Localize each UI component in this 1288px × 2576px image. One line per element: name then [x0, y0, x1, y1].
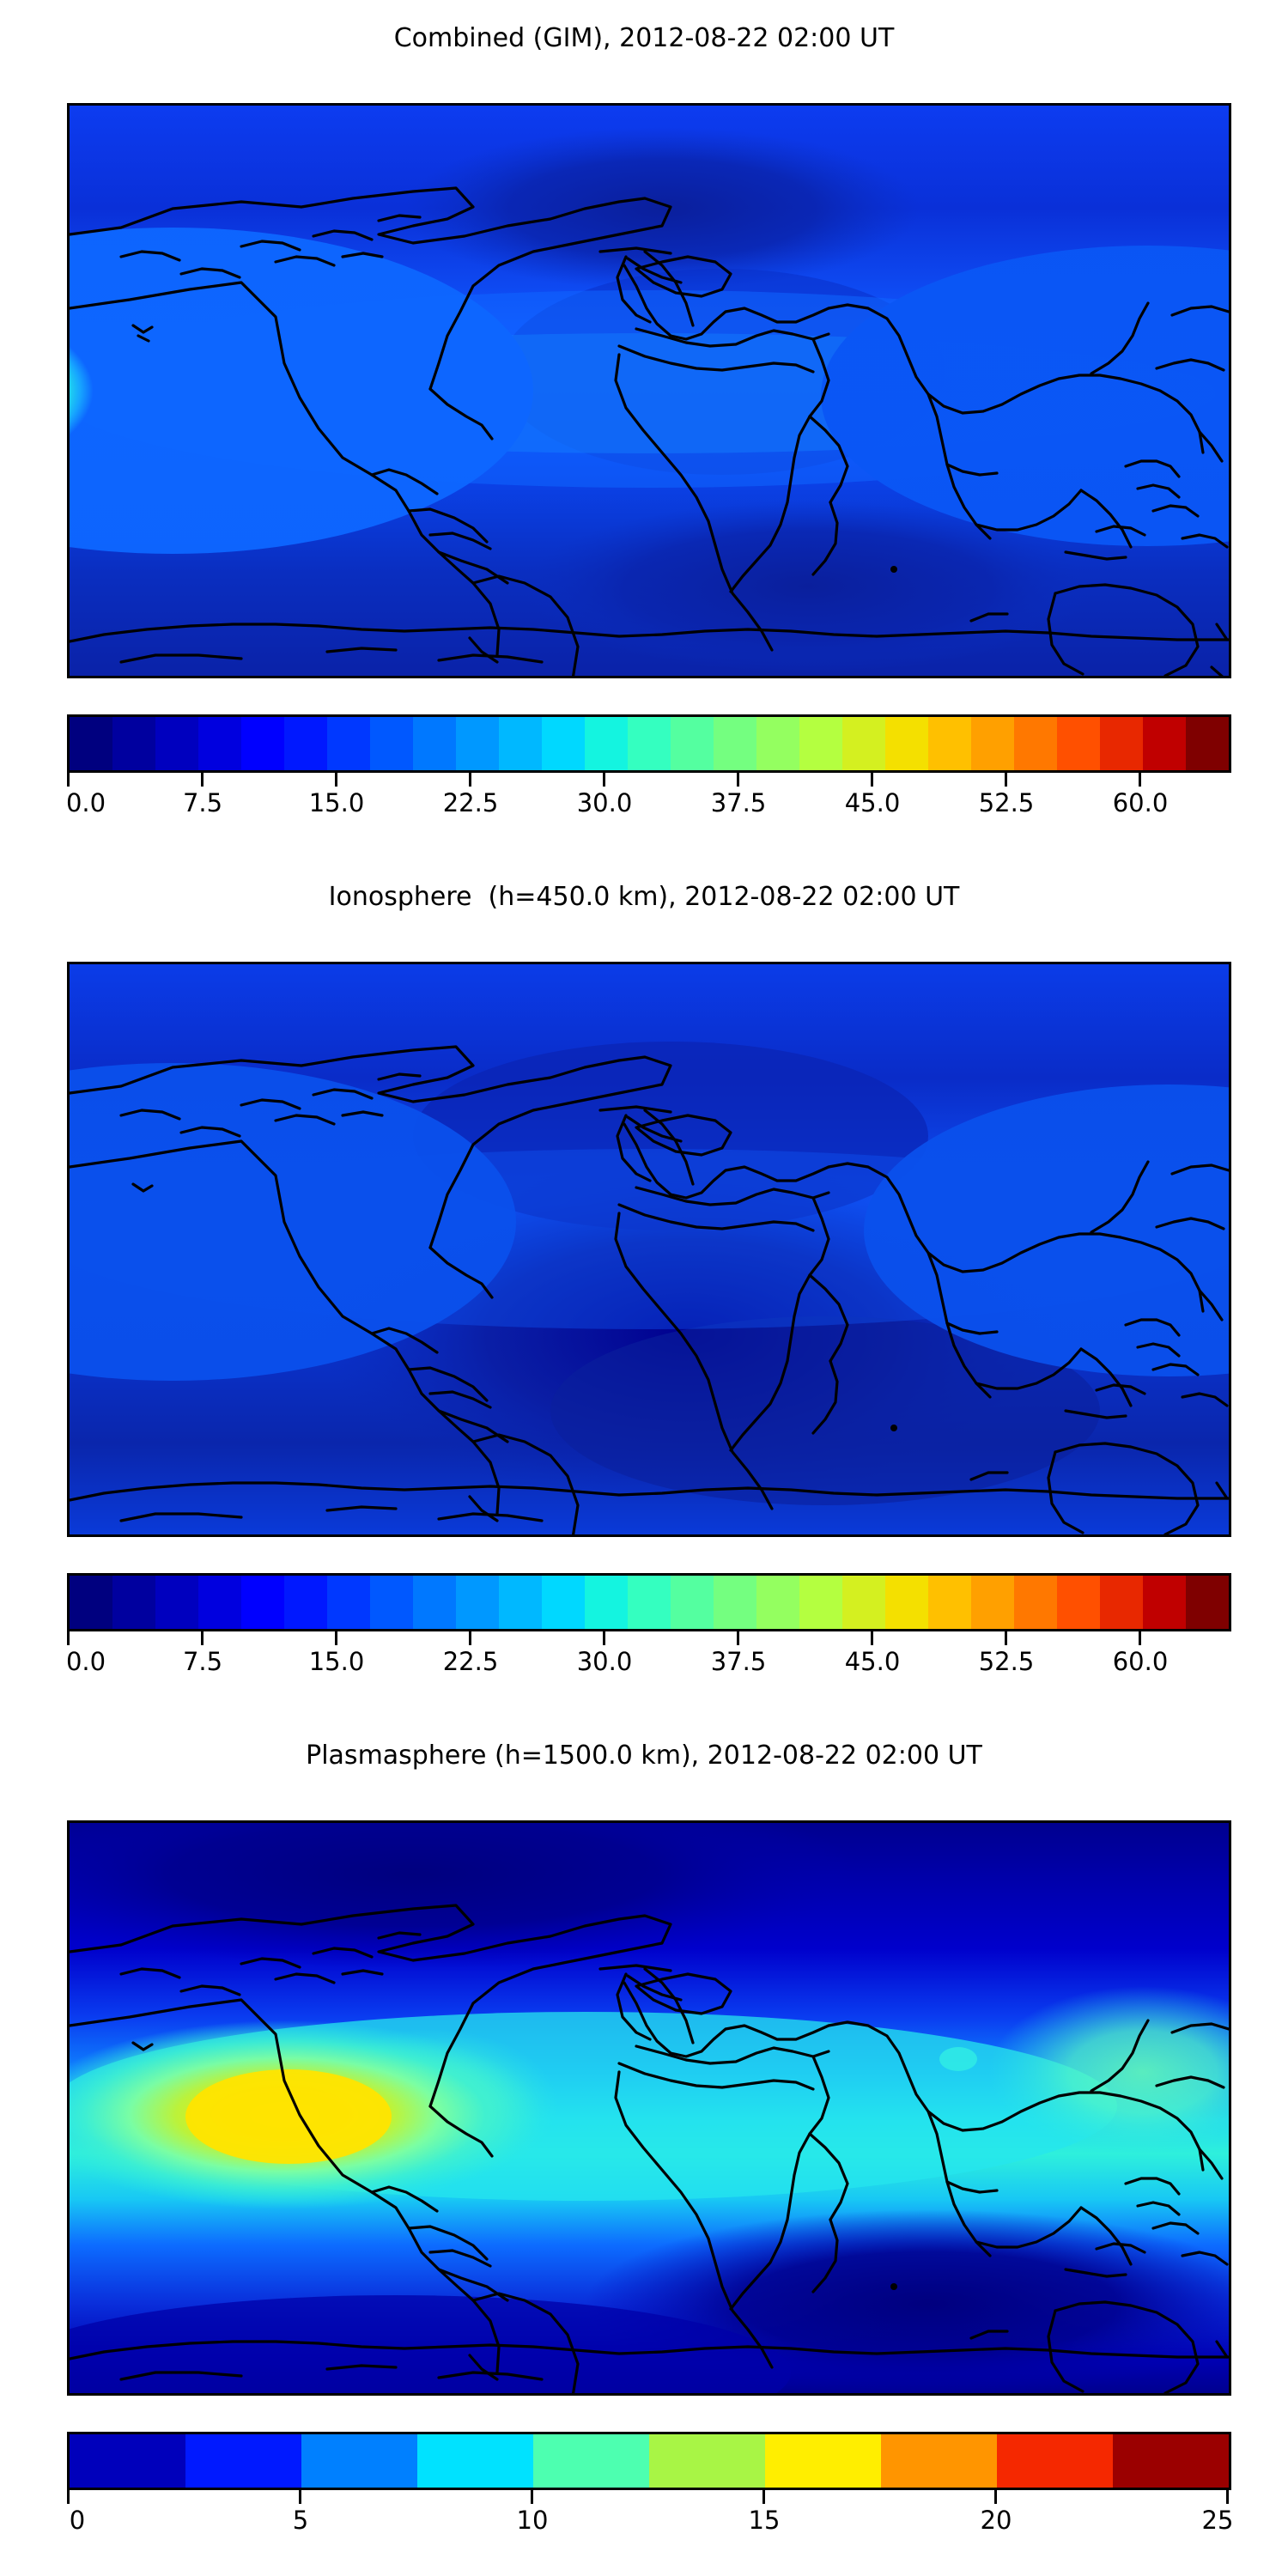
colorbar-wrap-combined: 0.0 7.5 15.0 22.5 30.0 37.5 45.0 52.5 60…: [66, 714, 1231, 817]
colorbar-bands-combined: [70, 717, 1229, 770]
colorbar-tick-label: 15.0: [308, 788, 365, 817]
colorbar-tick-label: 0.0: [65, 788, 106, 817]
panel-title-plasmasphere: Plasmasphere (h=1500.0 km), 2012-08-22 0…: [306, 1741, 982, 1771]
map-combined-gim: [67, 103, 1231, 678]
colorbar-ticks-combined: [67, 773, 1231, 787]
colorbar-tick-label: 37.5: [710, 788, 767, 817]
contour-field-plasmasphere: [70, 1823, 1229, 2393]
colorbar-tick-label: 7.5: [182, 788, 223, 817]
panel-plasmasphere: Plasmasphere (h=1500.0 km), 2012-08-22 0…: [0, 1717, 1288, 2576]
map-ionosphere: [67, 962, 1231, 1537]
colorbar-tick-label: 25: [1201, 2506, 1234, 2535]
colorbar-tick-label: 45.0: [844, 1647, 901, 1676]
colorbar-ticks-plasmasphere: [67, 2490, 1231, 2504]
colorbar-tick-label: 30.0: [576, 788, 633, 817]
coastlines-combined: [70, 186, 1229, 676]
contour-field-combined: [70, 106, 1229, 676]
colorbar-tick-label: 60.0: [1112, 788, 1169, 817]
coastlines-ionosphere: [70, 1045, 1229, 1534]
colorbar-combined: [67, 714, 1231, 773]
colorbar-tick-label: 7.5: [182, 1647, 223, 1676]
colorbar-labels-plasmasphere: 0 5 10 15 20 25: [67, 2506, 1234, 2540]
map-field-ionosphere: [70, 964, 1229, 1534]
coastlines-plasmasphere: [70, 1904, 1229, 2393]
colorbar-tick-label: 15: [748, 2506, 781, 2535]
colorbar-tick-label: 5: [292, 2506, 309, 2535]
colorbar-bands-ionosphere: [70, 1576, 1229, 1629]
colorbar-tick-label: 0.0: [65, 1647, 106, 1676]
map-field-combined: [70, 106, 1229, 676]
colorbar-wrap-ionosphere: 0.0 7.5 15.0 22.5 30.0 37.5 45.0 52.5 60…: [66, 1573, 1231, 1676]
colorbar-wrap-plasmasphere: 0 5 10 15 20 25: [67, 2432, 1233, 2535]
colorbar-tick-label: 45.0: [844, 788, 901, 817]
panel-title-combined: Combined (GIM), 2012-08-22 02:00 UT: [393, 23, 895, 53]
colorbar-tick-label: 52.5: [978, 788, 1035, 817]
colorbar-plasmasphere: [67, 2432, 1231, 2490]
colorbar-tick-label: 22.5: [442, 788, 499, 817]
panel-title-ionosphere: Ionosphere (h=450.0 km), 2012-08-22 02:0…: [328, 882, 960, 912]
colorbar-tick-label: 10: [516, 2506, 549, 2535]
colorbar-ionosphere: [67, 1573, 1231, 1631]
panel-combined-gim: Combined (GIM), 2012-08-22 02:00 UT: [0, 0, 1288, 859]
colorbar-bands-plasmasphere: [70, 2434, 1229, 2488]
colorbar-tick-label: 60.0: [1112, 1647, 1169, 1676]
colorbar-ticks-ionosphere: [67, 1631, 1231, 1645]
colorbar-tick-label: 0: [69, 2506, 86, 2535]
colorbar-tick-label: 22.5: [442, 1647, 499, 1676]
panel-ionosphere: Ionosphere (h=450.0 km), 2012-08-22 02:0…: [0, 859, 1288, 1717]
colorbar-tick-label: 37.5: [710, 1647, 767, 1676]
colorbar-tick-label: 15.0: [308, 1647, 365, 1676]
colorbar-labels-combined: 0.0 7.5 15.0 22.5 30.0 37.5 45.0 52.5 60…: [65, 788, 1231, 823]
map-field-plasmasphere: [70, 1823, 1229, 2393]
contour-field-ionosphere: [70, 964, 1229, 1534]
colorbar-labels-ionosphere: 0.0 7.5 15.0 22.5 30.0 37.5 45.0 52.5 60…: [65, 1647, 1231, 1681]
colorbar-tick-label: 52.5: [978, 1647, 1035, 1676]
colorbar-tick-label: 20: [980, 2506, 1012, 2535]
colorbar-tick-label: 30.0: [576, 1647, 633, 1676]
map-plasmasphere: [67, 1820, 1231, 2396]
